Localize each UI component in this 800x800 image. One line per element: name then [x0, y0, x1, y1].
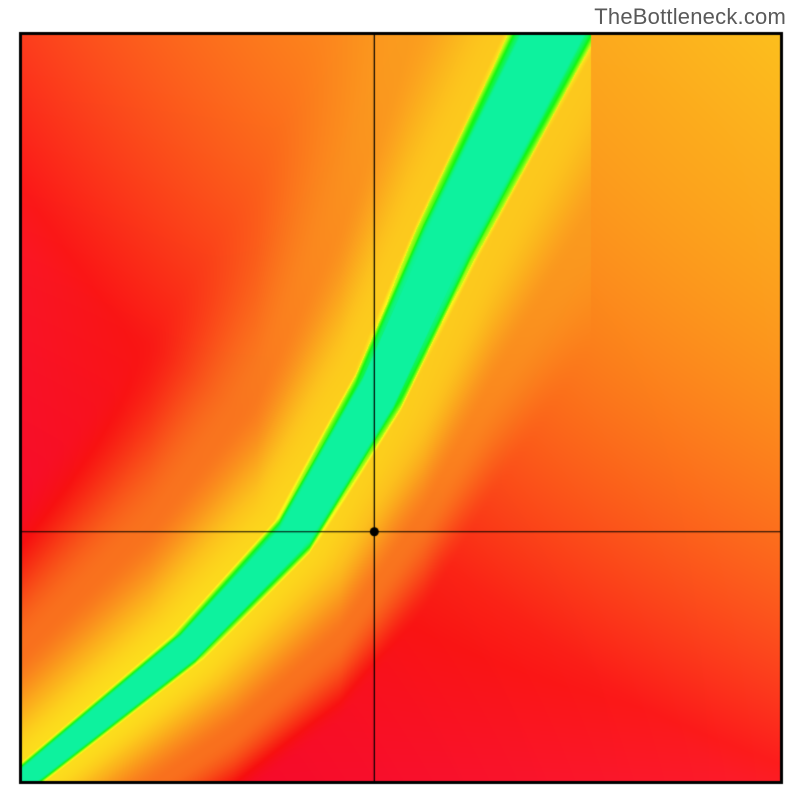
heatmap-canvas — [0, 0, 800, 800]
chart-container: TheBottleneck.com — [0, 0, 800, 800]
attribution-label: TheBottleneck.com — [594, 4, 786, 30]
